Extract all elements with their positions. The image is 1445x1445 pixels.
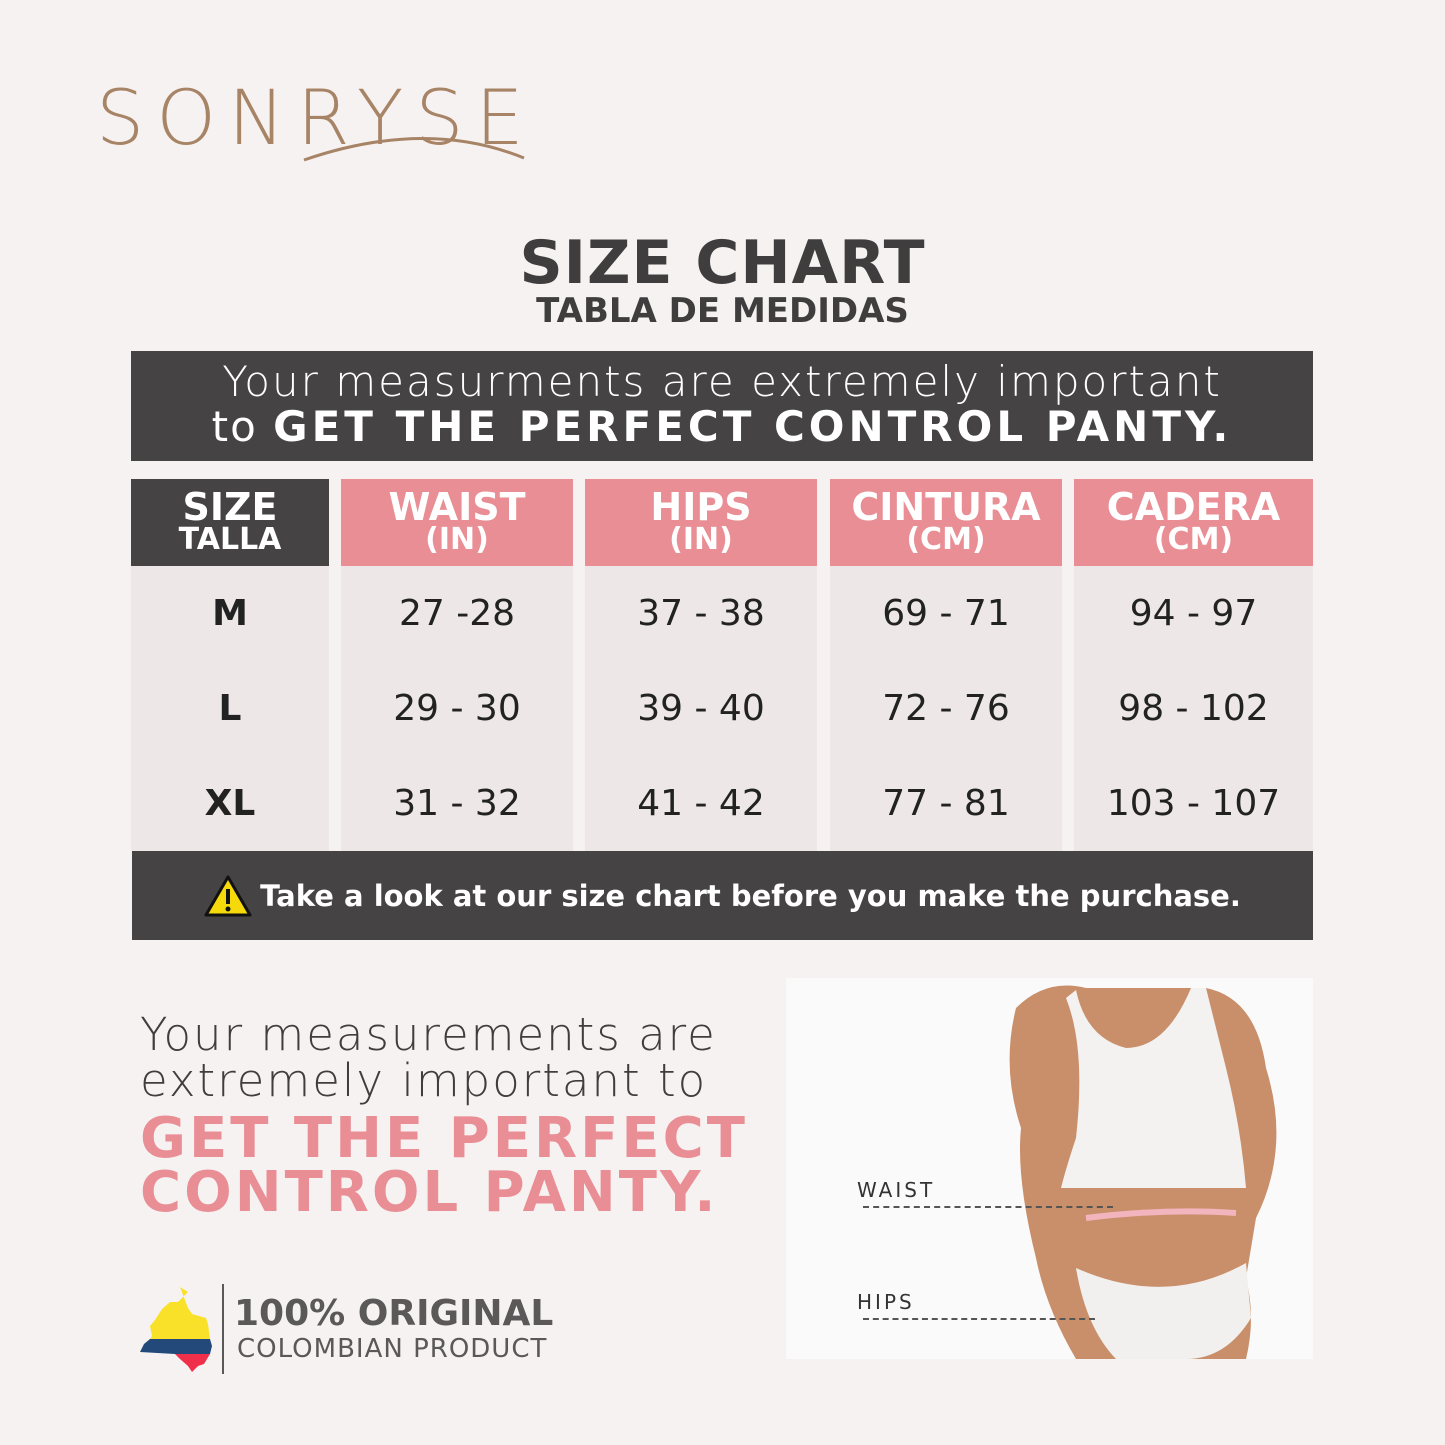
header-sub: (IN) [425,522,489,557]
banner-pre: to [211,402,258,451]
header-label: WAIST [388,485,526,529]
cell-size-row1: L [218,688,242,729]
note-bar: Take a look at our size chart before you… [132,851,1313,940]
header-label: HIPS [650,485,752,529]
banner-bold: GET THE PERFECT CONTROL PANTY. [273,402,1233,451]
header-size: SIZE TALLA [131,479,329,566]
cell-hips-row1: 39 - 40 [637,688,765,729]
cell-cintura-row2: 77 - 81 [882,783,1010,824]
cell-hips-row0: 37 - 38 [637,593,765,634]
header-sub: (IN) [669,522,733,557]
cell-cadera-row2: 103 - 107 [1106,783,1281,824]
origin-title: 100% ORIGINAL [234,1293,554,1334]
bottom-line2: extremely important to [140,1054,708,1107]
page-title: SIZE CHART TABLA DE MEDIDAS [0,232,1445,328]
banner-line1: Your measurments are extremely important [222,357,1222,406]
column-waist: WAIST (IN) 27 -28 29 - 30 31 - 32 [341,479,573,851]
cell-cintura-row1: 72 - 76 [882,688,1010,729]
waist-label: WAIST [857,1178,936,1202]
cell-size-row0: M [212,593,248,634]
header-cadera: CADERA (CM) [1074,479,1313,566]
bottom-head1: GET THE PERFECT [140,1106,748,1171]
cell-waist-row0: 27 -28 [398,593,516,634]
cell-waist-row2: 31 - 32 [393,783,521,824]
title-main: SIZE CHART [519,228,926,298]
header-label: SIZE [182,485,278,529]
cell-cintura-row0: 69 - 71 [882,593,1010,634]
column-size: SIZE TALLA M L XL [131,479,329,851]
banner: Your measurments are extremely important… [131,351,1313,461]
colombia-map-icon [140,1287,212,1372]
column-hips: HIPS (IN) 37 - 38 39 - 40 41 - 42 [585,479,817,851]
cell-cadera-row1: 98 - 102 [1118,688,1269,729]
header-sub: TALLA [178,522,282,557]
header-waist: WAIST (IN) [341,479,573,566]
divider [222,1284,224,1374]
model-photo: WAIST HIPS [786,978,1313,1359]
hips-line [863,1318,1095,1320]
warning-icon [204,875,252,916]
title-sub: TABLA DE MEDIDAS [536,291,909,331]
bottom-head2: CONTROL PANTY. [140,1160,719,1225]
banner-line2: to GET THE PERFECT CONTROL PANTY. [131,405,1313,449]
brand-logo: SONRYSE [96,78,528,168]
logo-text: SONRYSE [96,73,536,162]
header-hips: HIPS (IN) [585,479,817,566]
header-cintura: CINTURA (CM) [830,479,1062,566]
origin-sub: COLOMBIAN PRODUCT [237,1334,548,1364]
origin-badge: 100% ORIGINAL COLOMBIAN PRODUCT [140,1284,580,1376]
column-cadera: CADERA (CM) 94 - 97 98 - 102 103 - 107 [1074,479,1313,851]
cell-size-row2: XL [204,783,256,824]
model-illustration [1009,985,1277,1359]
waist-line [863,1206,1113,1208]
cell-waist-row1: 29 - 30 [393,688,521,729]
header-label: CINTURA [851,485,1041,529]
header-label: CADERA [1106,485,1281,529]
logo-arc [303,137,525,162]
header-sub: (CM) [1153,522,1234,557]
cell-cadera-row0: 94 - 97 [1129,593,1258,634]
column-cintura: CINTURA (CM) 69 - 71 72 - 76 77 - 81 [830,479,1062,851]
hips-label: HIPS [857,1290,915,1314]
header-sub: (CM) [906,522,986,557]
note-text: Take a look at our size chart before you… [260,878,1241,913]
cell-hips-row2: 41 - 42 [637,783,765,824]
bottom-message: Your measurements are extremely importan… [140,1008,748,1225]
bottom-line1: Your measurements are [140,1008,717,1061]
